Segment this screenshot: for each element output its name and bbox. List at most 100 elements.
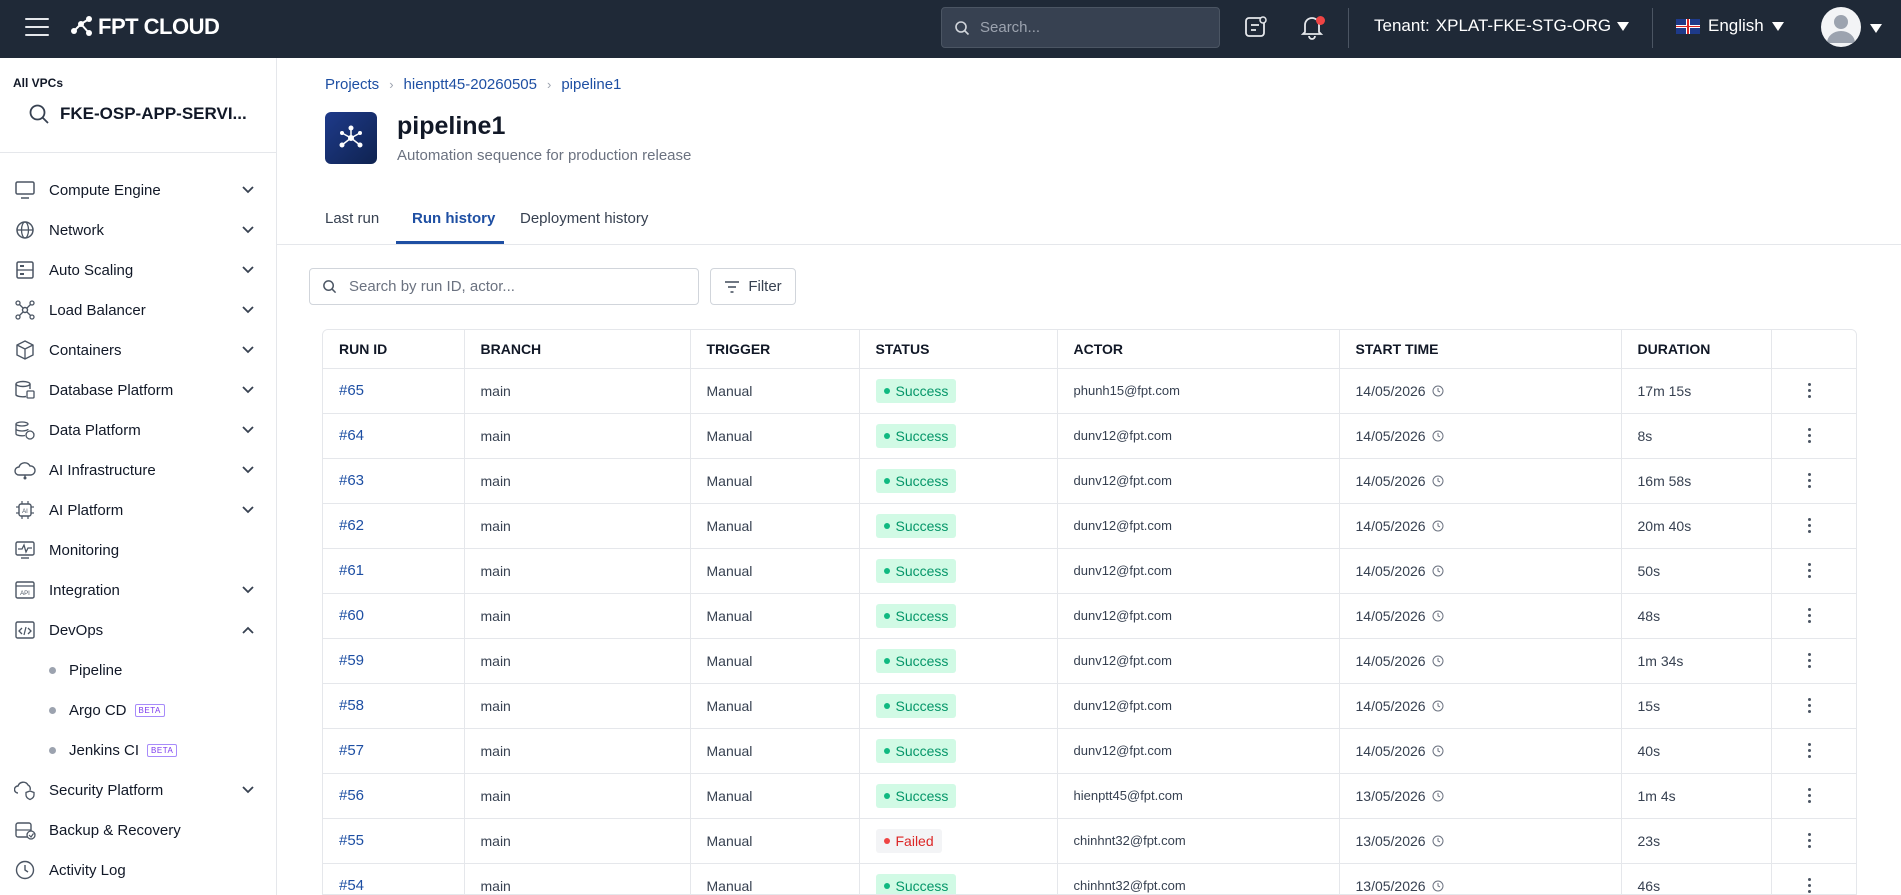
run-id-link[interactable]: #59: [323, 638, 465, 684]
clock-icon[interactable]: [1432, 655, 1444, 667]
more-actions-icon[interactable]: [1800, 698, 1820, 713]
table-row[interactable]: #61 main Manual Success dunv12@fpt.com 14/05/…: [323, 548, 1856, 594]
sidebar-item-security-platform[interactable]: Security Platform: [0, 770, 277, 810]
column-header[interactable]: START TIME: [1339, 330, 1622, 369]
tab-run-history[interactable]: Run history: [412, 210, 496, 227]
sidebar-item-ai-platform[interactable]: AI AI Platform: [0, 490, 277, 530]
sidebar-item-auto-scaling[interactable]: Auto Scaling: [0, 250, 277, 290]
breadcrumb-project[interactable]: hienptt45-20260505: [403, 76, 537, 93]
sidebar-subitem-jenkins-ci[interactable]: Jenkins CI BETA: [0, 730, 277, 770]
sidebar-item-activity-log[interactable]: Activity Log: [0, 850, 277, 890]
more-actions-icon[interactable]: [1800, 518, 1820, 533]
column-header[interactable]: ACTOR: [1057, 330, 1340, 369]
status-cell: Success: [859, 728, 1058, 774]
more-actions-icon[interactable]: [1800, 608, 1820, 623]
sidebar-item-label: Security Platform: [49, 781, 164, 799]
run-id-link[interactable]: #64: [323, 413, 465, 459]
column-header[interactable]: DURATION: [1621, 330, 1772, 369]
clock-icon[interactable]: [1432, 880, 1444, 892]
clock-icon[interactable]: [1432, 700, 1444, 712]
hamburger-menu-icon[interactable]: [25, 18, 49, 38]
clock-icon[interactable]: [1432, 475, 1444, 487]
run-id-link[interactable]: #58: [323, 683, 465, 729]
sidebar-item-devops[interactable]: DevOps: [0, 610, 277, 650]
table-row[interactable]: #58 main Manual Success dunv12@fpt.com 14/05/…: [323, 683, 1856, 729]
table-row[interactable]: #55 main Manual Failed chinhnt32@fpt.com 13/0…: [323, 818, 1856, 864]
more-actions-icon[interactable]: [1800, 743, 1820, 758]
tab-last-run[interactable]: Last run: [325, 210, 380, 227]
chip-ai-icon: AI: [14, 499, 36, 521]
fpt-cloud-logo[interactable]: FPT CLOUD: [68, 14, 220, 40]
clock-icon[interactable]: [1432, 790, 1444, 802]
run-id-link[interactable]: #63: [323, 458, 465, 504]
run-id-link[interactable]: #60: [323, 593, 465, 639]
run-id-link[interactable]: #61: [323, 548, 465, 594]
sidebar-item-data-platform[interactable]: Data Platform: [0, 410, 277, 450]
notification-bell-icon[interactable]: [1299, 14, 1327, 42]
caret-down-icon[interactable]: [1870, 24, 1882, 33]
table-row[interactable]: #63 main Manual Success dunv12@fpt.com 14/05/…: [323, 458, 1856, 504]
more-actions-icon[interactable]: [1800, 653, 1820, 668]
more-actions-icon[interactable]: [1800, 563, 1820, 578]
column-header[interactable]: TRIGGER: [690, 330, 860, 369]
more-actions-icon[interactable]: [1800, 428, 1820, 443]
global-search[interactable]: [941, 7, 1220, 48]
clock-icon[interactable]: [1432, 835, 1444, 847]
column-header[interactable]: RUN ID: [323, 330, 465, 369]
vpc-selector[interactable]: FKE-OSP-APP-SERVI...: [28, 103, 247, 125]
run-id-link[interactable]: #56: [323, 773, 465, 819]
more-actions-icon[interactable]: [1800, 383, 1820, 398]
more-actions-icon[interactable]: [1800, 473, 1820, 488]
run-id-link[interactable]: #57: [323, 728, 465, 774]
sidebar-subitem-pipeline[interactable]: Pipeline: [0, 650, 277, 690]
sidebar-item-ai-infrastructure[interactable]: AI Infrastructure: [0, 450, 277, 490]
column-header[interactable]: STATUS: [859, 330, 1058, 369]
run-search[interactable]: [309, 268, 699, 305]
more-actions-icon[interactable]: [1800, 878, 1820, 893]
table-row[interactable]: #56 main Manual Success hienptt45@fpt.com 13/…: [323, 773, 1856, 819]
table-row[interactable]: #57 main Manual Success dunv12@fpt.com 14/05/…: [323, 728, 1856, 774]
clock-icon[interactable]: [1432, 610, 1444, 622]
run-id-link[interactable]: #55: [323, 818, 465, 864]
run-id-link[interactable]: #62: [323, 503, 465, 549]
status-cell: Success: [859, 863, 1058, 894]
clock-icon[interactable]: [1432, 430, 1444, 442]
tab-deployment-history[interactable]: Deployment history: [520, 210, 649, 227]
actor-cell: dunv12@fpt.com: [1057, 728, 1340, 774]
globe-icon: [14, 219, 36, 241]
breadcrumb-pipeline[interactable]: pipeline1: [561, 76, 622, 93]
table-row[interactable]: #62 main Manual Success dunv12@fpt.com 14/05/…: [323, 503, 1856, 549]
sidebar-item-integration[interactable]: API Integration: [0, 570, 277, 610]
support-ticket-icon[interactable]: [1243, 14, 1271, 42]
user-avatar[interactable]: [1821, 7, 1861, 47]
clock-icon[interactable]: [1432, 385, 1444, 397]
sidebar-subitem-argo-cd[interactable]: Argo CD BETA: [0, 690, 277, 730]
table-row[interactable]: #54 main Manual Success chinhnt32@fpt.com 13/…: [323, 863, 1856, 894]
table-row[interactable]: #65 main Manual Success phunh15@fpt.com 14/05…: [323, 368, 1856, 414]
run-id-link[interactable]: #65: [323, 368, 465, 414]
sidebar-item-compute-engine[interactable]: Compute Engine: [0, 170, 277, 210]
sidebar-item-database-platform[interactable]: Database Platform: [0, 370, 277, 410]
table-row[interactable]: #59 main Manual Success dunv12@fpt.com 14/05/…: [323, 638, 1856, 684]
clock-icon[interactable]: [1432, 520, 1444, 532]
global-search-input[interactable]: [980, 19, 1200, 36]
start-time-text: 13/05/2026: [1355, 787, 1426, 804]
sidebar-item-backup-recovery[interactable]: Backup & Recovery: [0, 810, 277, 850]
sidebar-item-monitoring[interactable]: Monitoring: [0, 530, 277, 570]
filter-button[interactable]: Filter: [710, 268, 796, 305]
sidebar-item-load-balancer[interactable]: Load Balancer: [0, 290, 277, 330]
table-row[interactable]: #60 main Manual Success dunv12@fpt.com 14/05/…: [323, 593, 1856, 639]
sidebar-item-network[interactable]: Network: [0, 210, 277, 250]
run-id-link[interactable]: #54: [323, 863, 465, 894]
column-header[interactable]: BRANCH: [464, 330, 691, 369]
clock-icon[interactable]: [1432, 745, 1444, 757]
sidebar-item-containers[interactable]: Containers: [0, 330, 277, 370]
more-actions-icon[interactable]: [1800, 788, 1820, 803]
clock-icon[interactable]: [1432, 565, 1444, 577]
more-actions-icon[interactable]: [1800, 833, 1820, 848]
table-row[interactable]: #64 main Manual Success dunv12@fpt.com 14/05/…: [323, 413, 1856, 459]
language-selector[interactable]: English: [1676, 16, 1784, 36]
run-search-input[interactable]: [349, 278, 679, 295]
tenant-selector[interactable]: Tenant: XPLAT-FKE-STG-ORG: [1374, 16, 1630, 36]
breadcrumb-projects[interactable]: Projects: [325, 76, 380, 93]
